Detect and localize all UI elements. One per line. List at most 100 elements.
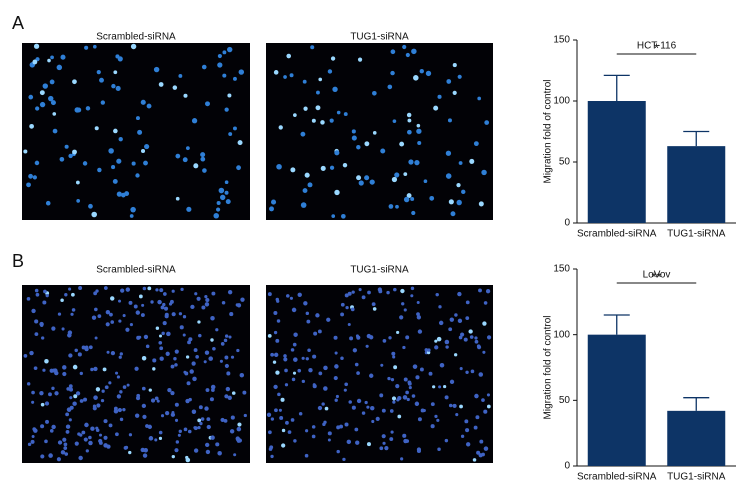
cell (71, 308, 76, 312)
cell (116, 394, 122, 399)
cell (163, 306, 169, 311)
cell (134, 366, 139, 371)
cell (97, 314, 102, 319)
cell (388, 336, 392, 340)
cell (332, 86, 338, 92)
cell (65, 424, 71, 429)
cell (171, 289, 175, 293)
cell (119, 352, 123, 356)
cell (302, 188, 308, 194)
panel-label: B (12, 251, 24, 271)
cell (270, 352, 275, 357)
cell (42, 83, 49, 89)
cell (394, 172, 400, 178)
cell (229, 429, 235, 434)
cell (275, 338, 280, 343)
cell (483, 446, 489, 451)
cell (371, 302, 376, 307)
cell (405, 390, 409, 395)
cell (226, 371, 231, 376)
cell (455, 413, 459, 417)
cell (449, 379, 455, 384)
cell (150, 398, 156, 403)
cell (94, 336, 98, 340)
cell (416, 312, 420, 316)
cell (310, 45, 315, 50)
cell (444, 438, 449, 443)
cell (317, 329, 322, 334)
cell (216, 207, 221, 212)
cell (109, 312, 113, 317)
cell (336, 110, 341, 115)
cell (372, 90, 377, 96)
cell (411, 48, 417, 55)
cell (141, 356, 147, 361)
cell (311, 434, 316, 439)
cell (224, 394, 229, 399)
image-label: TUG1-siRNA (350, 32, 409, 43)
cell (469, 335, 474, 339)
cell (143, 160, 148, 166)
cell (414, 401, 420, 406)
cell (413, 75, 419, 81)
cell (209, 397, 214, 402)
cell (281, 443, 286, 448)
cell (389, 437, 394, 441)
cell (444, 339, 450, 345)
cell (194, 292, 198, 296)
cell (224, 107, 229, 112)
cell (407, 118, 412, 123)
cell (452, 403, 457, 408)
cell (56, 64, 63, 71)
cell (108, 381, 112, 385)
x-tick-label: Scrambled-siRNA (577, 229, 657, 240)
cell (50, 100, 56, 106)
cell (48, 453, 53, 458)
cell (416, 315, 422, 320)
cell (425, 70, 432, 77)
cell (174, 418, 179, 422)
cell (414, 159, 420, 166)
cell (35, 106, 40, 111)
cell (478, 372, 484, 377)
cell (47, 58, 51, 63)
cell (306, 319, 311, 324)
cell (242, 390, 247, 395)
cell (387, 376, 391, 381)
cell (128, 433, 133, 437)
cell (400, 288, 405, 294)
cell (128, 450, 132, 455)
cell (191, 409, 197, 414)
cell (68, 353, 73, 358)
cell (72, 79, 77, 85)
cell (148, 436, 154, 441)
cell (34, 288, 39, 293)
cell (402, 345, 406, 350)
cell (380, 148, 386, 154)
cell (427, 348, 431, 352)
cell (118, 136, 123, 142)
cell (356, 335, 361, 340)
cell (221, 301, 226, 305)
cell (83, 397, 88, 402)
cell (454, 313, 458, 317)
cell (78, 455, 83, 461)
cell (45, 419, 49, 424)
cell (486, 393, 490, 397)
cell (434, 345, 439, 350)
cell (356, 145, 361, 150)
cell (329, 165, 335, 170)
cell (63, 446, 68, 450)
cell (68, 418, 72, 422)
cell (135, 116, 140, 121)
cell (270, 454, 274, 459)
cell (351, 290, 355, 294)
cell (334, 364, 339, 369)
cell (477, 96, 482, 101)
cell (486, 404, 491, 409)
cell (50, 55, 54, 60)
cell (336, 449, 340, 454)
cell (411, 210, 416, 216)
cell (345, 305, 349, 310)
cell (115, 371, 119, 375)
